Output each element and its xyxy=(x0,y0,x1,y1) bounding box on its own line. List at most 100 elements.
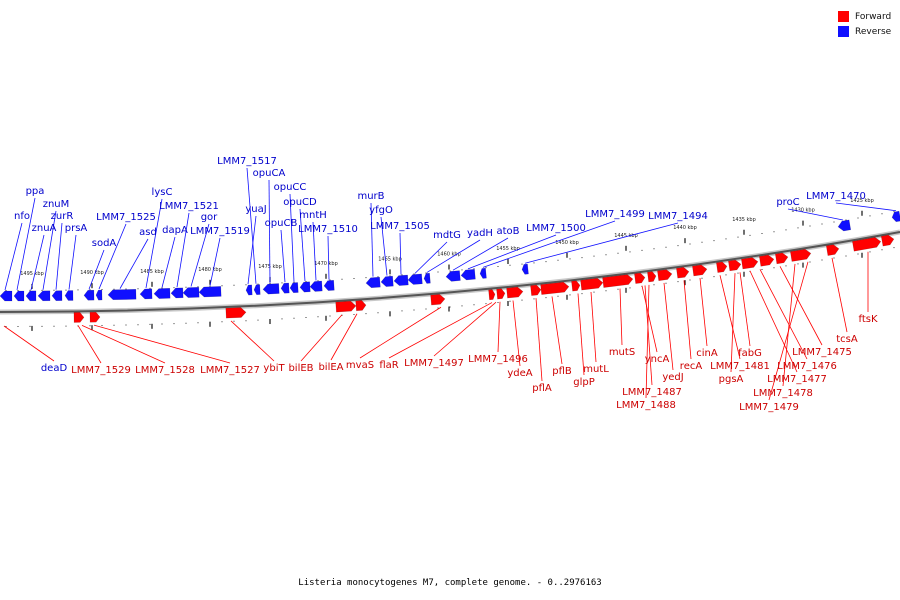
leader-lmm7-1481 xyxy=(719,275,741,360)
gene-label-mdtg: mdtG xyxy=(433,230,461,241)
gene-label-lmm7-1479: LMM7_1479 xyxy=(739,402,799,413)
forward-gene-arrow xyxy=(335,300,357,313)
legend-forward: Forward xyxy=(838,9,891,24)
gene-label-ftsk: ftsK xyxy=(858,314,877,325)
gene-label-lmm7-1519: LMM7_1519 xyxy=(190,226,250,237)
forward-gene-arrow xyxy=(790,248,812,262)
gene-label-pgsa: pgsA xyxy=(719,374,744,385)
leader-mdtg xyxy=(414,241,448,274)
gene-label-soda: sodA xyxy=(92,238,117,249)
gene-label-fabg: fabG xyxy=(738,348,762,359)
gene-label-ydea: ydeA xyxy=(507,368,532,379)
reverse-gene-arrow xyxy=(460,268,476,281)
forward-gene-arrow xyxy=(741,257,759,270)
reverse-gene-arrow xyxy=(198,286,222,298)
leader-lmm7-1476 xyxy=(759,269,808,360)
forward-gene-arrow xyxy=(89,311,101,323)
scale-tick-label: 1455 kbp xyxy=(496,246,520,252)
gene-arrows xyxy=(0,210,900,323)
leader-fabg xyxy=(739,272,751,347)
forward-gene-arrow xyxy=(602,274,634,288)
reverse-gene-arrow xyxy=(309,280,323,292)
forward-swatch xyxy=(838,11,849,22)
label-leaders xyxy=(3,167,897,401)
gene-label-lmm7-1481: LMM7_1481 xyxy=(710,361,770,372)
forward-gene-arrow xyxy=(355,300,367,312)
leader-lmm7-1470 xyxy=(835,202,897,212)
forward-gene-arrow xyxy=(571,280,581,292)
reverse-gene-arrow xyxy=(407,273,423,285)
reverse-gene-arrow xyxy=(51,290,63,301)
leader-lysc xyxy=(145,198,163,289)
reverse-swatch xyxy=(838,26,849,37)
gene-label-lysc: lysC xyxy=(152,187,173,198)
leader-ppa xyxy=(16,197,36,291)
gene-label-lmm7-1510: LMM7_1510 xyxy=(298,224,358,235)
scale-tick-label: 1445 kbp xyxy=(614,233,638,239)
leader-lmm7-1487 xyxy=(644,285,653,386)
gene-label-znua: znuA xyxy=(32,223,57,234)
leader-lmm7-1521 xyxy=(176,212,190,288)
leader-pgsa xyxy=(730,273,736,373)
gene-label-asd: asd xyxy=(139,227,157,238)
gene-label-lmm7-1478: LMM7_1478 xyxy=(753,388,813,399)
forward-gene-arrow xyxy=(825,244,840,256)
gene-label-lmm7-1529: LMM7_1529 xyxy=(71,365,131,376)
forward-gene-arrow xyxy=(647,271,657,283)
gene-label-lmm7-1494: LMM7_1494 xyxy=(648,211,708,222)
gene-label-zurr: zurR xyxy=(51,211,74,222)
gene-label-glpp: glpP xyxy=(573,377,595,388)
leader-ybit xyxy=(230,320,275,362)
gene-label-ybit: ybiT xyxy=(263,363,285,374)
leader-lmm7-1505 xyxy=(399,232,402,275)
leader-lmm7-1517 xyxy=(246,167,257,284)
leader-pflb xyxy=(551,296,563,365)
leader-lmm7-1525 xyxy=(98,223,127,290)
leader-bilea xyxy=(330,313,358,361)
gene-label-proc: proC xyxy=(776,197,799,208)
leader-zurr xyxy=(55,222,63,290)
reverse-gene-arrow xyxy=(299,281,311,293)
forward-gene-arrow xyxy=(728,259,742,272)
gene-label-yedj: yedJ xyxy=(662,372,683,383)
gene-label-dapa: dapA xyxy=(162,225,188,236)
gene-label-dead: deaD xyxy=(41,363,68,374)
gene-label-lmm7-1496: LMM7_1496 xyxy=(468,354,528,365)
leader-lmm7-1475 xyxy=(779,266,823,346)
gene-label-opuca: opuCA xyxy=(253,168,286,179)
gene-label-lmm7-1499: LMM7_1499 xyxy=(585,209,645,220)
forward-gene-arrow xyxy=(634,272,646,284)
leader-znum xyxy=(42,210,57,290)
leader-yadh xyxy=(426,239,481,273)
reverse-gene-arrow xyxy=(83,289,95,301)
scale-tick-label: 1485 kbp xyxy=(140,269,164,275)
forward-gene-arrow xyxy=(496,288,506,300)
gene-label-nfo: nfo xyxy=(14,211,30,222)
leader-gor xyxy=(190,223,210,287)
forward-gene-arrow xyxy=(430,294,446,306)
leader-nfo xyxy=(4,222,23,291)
scale-tick-label: 1470 kbp xyxy=(314,261,338,267)
leader-mvas xyxy=(359,306,442,359)
leader-znua xyxy=(30,234,45,291)
gene-label-yuaj: yuaJ xyxy=(245,204,266,215)
genome-caption: Listeria monocytogenes M7, complete geno… xyxy=(298,578,602,588)
leader-lmm7-1496 xyxy=(497,301,501,353)
leader-lmm7-1528 xyxy=(81,324,166,364)
reverse-gene-arrow xyxy=(153,287,171,299)
gene-label-lmm7-1477: LMM7_1477 xyxy=(767,374,827,385)
reverse-gene-arrow xyxy=(25,290,37,302)
forward-gene-arrow xyxy=(716,261,728,273)
scale-tick-label: 1490 kbp xyxy=(80,270,104,276)
gene-label-lmm7-1487: LMM7_1487 xyxy=(622,387,682,398)
leader-flar xyxy=(388,302,493,359)
forward-gene-arrow xyxy=(580,277,604,291)
leader-yfgo xyxy=(380,216,388,276)
gene-label-prsa: prsA xyxy=(65,223,88,234)
gene-label-lmm7-1527: LMM7_1527 xyxy=(200,365,260,376)
leader-lmm7-1479 xyxy=(768,261,809,401)
leader-tcsa xyxy=(831,257,848,333)
leader-lmm7-1488 xyxy=(645,284,650,399)
reverse-gene-arrow xyxy=(521,263,529,275)
